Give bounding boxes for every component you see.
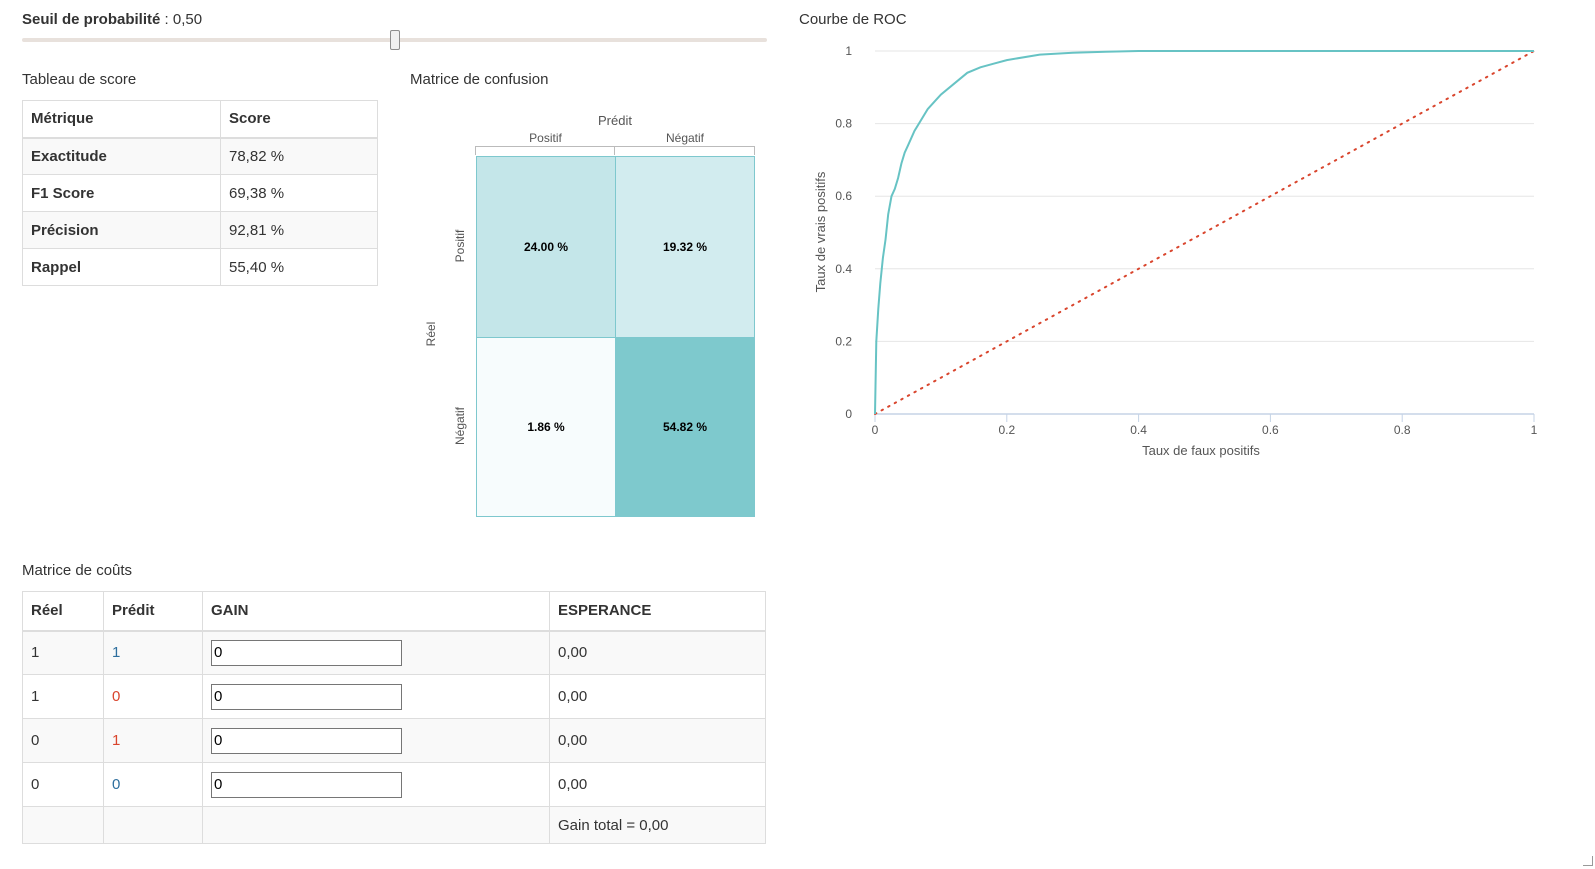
cost-reel-value: 0 [22, 762, 104, 807]
cm-header-bracket [475, 146, 755, 155]
cm-header-divider [614, 146, 615, 155]
cm-row-label-negatif: Négatif [453, 406, 467, 446]
cost-reel-value: 0 [22, 718, 104, 763]
roc-y-tick-label: 0 [845, 407, 852, 421]
roc-x-tick-label: 0.2 [998, 423, 1015, 437]
gain-input-tp[interactable] [211, 639, 402, 666]
cm-cell-true-negative: 54.82 % [615, 337, 755, 517]
cost-reel-value: 1 [22, 674, 104, 719]
roc-x-tick-label: 0 [872, 423, 879, 437]
roc-y-tick-label: 0.8 [835, 117, 852, 131]
cost-gain-cell [202, 630, 550, 675]
cost-predit-value: 1 [103, 718, 203, 763]
score-header-metric: Métrique [22, 100, 221, 139]
roc-title: Courbe de ROC [799, 11, 907, 28]
cost-gain-cell [202, 762, 550, 807]
cost-predit-value: 1 [103, 630, 203, 675]
cost-matrix-table: Réel Prédit GAIN ESPERANCE 1 1 0,00 1 0 … [22, 591, 766, 844]
score-value: 55,40 % [220, 248, 378, 286]
cost-total-row: Gain total = 0,00 [22, 806, 766, 844]
score-table-title: Tableau de score [22, 71, 137, 88]
cost-predit-value: 0 [103, 674, 203, 719]
cost-header-esperance: ESPERANCE [549, 591, 766, 632]
cost-row: 0 0 0,00 [22, 762, 766, 807]
cost-reel-value: 1 [22, 630, 104, 675]
cm-col-label-negatif: Négatif [665, 131, 705, 145]
threshold-separator: : [160, 11, 173, 28]
score-header-score: Score [220, 100, 378, 139]
roc-x-tick-label: 0.8 [1394, 423, 1411, 437]
score-metric-name: Exactitude [22, 137, 221, 175]
score-table: Métrique Score Exactitude 78,82 % F1 Sco… [22, 100, 378, 286]
cost-total-value: Gain total = 0,00 [549, 806, 766, 844]
roc-random-diagonal [874, 50, 1535, 415]
cost-header-gain: GAIN [202, 591, 550, 632]
score-value: 92,81 % [220, 211, 378, 249]
cm-predicted-label: Prédit [598, 113, 632, 128]
cm-cell-false-negative: 19.32 % [615, 156, 755, 338]
threshold-label: Seuil de probabilité : 0,50 [22, 11, 202, 28]
score-metric-name: Rappel [22, 248, 221, 286]
roc-x-tick-label: 0.6 [1262, 423, 1279, 437]
score-row: Exactitude 78,82 % [22, 137, 378, 175]
cost-matrix-title: Matrice de coûts [22, 562, 133, 579]
roc-y-tick-label: 0.4 [835, 262, 852, 276]
cost-row: 1 0 0,00 [22, 674, 766, 719]
cost-header-predit: Prédit [103, 591, 203, 632]
roc-x-tick-label: 1 [1531, 423, 1538, 437]
cost-total-empty [103, 806, 203, 844]
cm-cell-true-positive: 24.00 % [476, 156, 616, 338]
cost-esperance-value: 0,00 [549, 718, 766, 763]
roc-x-tick-label: 0.4 [1130, 423, 1147, 437]
cm-row-label-positif: Positif [453, 229, 467, 263]
cost-esperance-value: 0,00 [549, 762, 766, 807]
gain-input-fn[interactable] [211, 683, 402, 710]
score-value: 69,38 % [220, 174, 378, 212]
roc-y-tick-label: 1 [845, 44, 852, 58]
cost-row: 0 1 0,00 [22, 718, 766, 763]
cm-actual-label: Réel [424, 321, 438, 347]
gain-input-tn[interactable] [211, 771, 402, 798]
cost-row: 1 1 0,00 [22, 630, 766, 675]
cost-total-empty [202, 806, 550, 844]
score-row: Précision 92,81 % [22, 211, 378, 249]
cost-esperance-value: 0,00 [549, 630, 766, 675]
threshold-label-text: Seuil de probabilité [22, 11, 161, 28]
cm-cell-false-positive: 1.86 % [476, 337, 616, 517]
cost-esperance-value: 0,00 [549, 674, 766, 719]
score-row: F1 Score 69,38 % [22, 174, 378, 212]
cost-predit-value: 0 [103, 762, 203, 807]
confusion-matrix-title: Matrice de confusion [410, 71, 549, 88]
resize-grip-icon[interactable] [1583, 856, 1593, 866]
roc-curve-line [874, 50, 1534, 415]
score-value: 78,82 % [220, 137, 378, 175]
score-row: Rappel 55,40 % [22, 248, 378, 286]
roc-y-axis-title: Taux de vrais positifs [813, 171, 828, 292]
roc-chart: 0 0.2 0.4 0.6 0.8 1 0 0.2 0.4 0.6 0.8 1 Taux de fa… [813, 44, 1538, 458]
score-metric-name: F1 Score [22, 174, 221, 212]
gain-input-fp[interactable] [211, 727, 402, 754]
roc-x-axis-title: Taux de faux positifs [1142, 443, 1260, 458]
roc-y-tick-label: 0.6 [835, 189, 852, 203]
cost-gain-cell [202, 674, 550, 719]
score-metric-name: Précision [22, 211, 221, 249]
roc-y-tick-label: 0.2 [835, 334, 852, 348]
cost-total-empty [22, 806, 104, 844]
cost-gain-cell [202, 718, 550, 763]
cost-header-reel: Réel [22, 591, 104, 632]
cm-col-label-positif: Positif [529, 131, 562, 145]
threshold-value: 0,50 [172, 11, 203, 28]
threshold-slider-handle[interactable] [389, 30, 400, 50]
